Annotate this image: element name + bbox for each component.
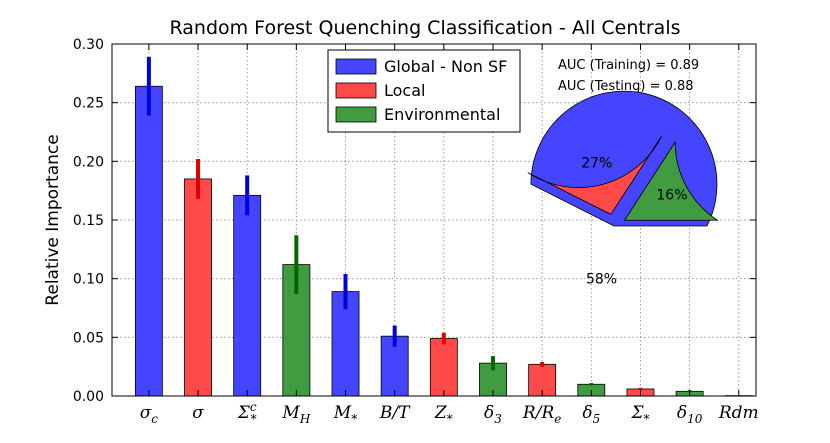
x-tick-label: B/T <box>379 403 411 423</box>
x-tick-label: M* <box>333 403 357 426</box>
x-tick-label: δ10 <box>677 403 703 426</box>
legend-entry: Environmental <box>384 105 500 124</box>
pie-slice-label: 16% <box>656 188 687 204</box>
pie-slice <box>527 136 662 215</box>
pie-chart: 58% 27% 16% <box>527 90 719 287</box>
legend-swatch <box>335 82 377 99</box>
y-tick-label: 0.10 <box>73 272 104 288</box>
pie-slice-label: 58% <box>586 271 617 287</box>
x-tick-label: R/Re <box>522 403 561 426</box>
chart-title: Random Forest Quenching Classification -… <box>169 17 680 39</box>
x-axis-ticks: σc σ Σc * MH M* B/T Z* δ3 R/Re δ5 Σ* δ10 Rdm <box>140 44 759 426</box>
x-tick-label: MH <box>281 403 310 426</box>
y-tick-label: 0.05 <box>73 330 104 346</box>
y-tick-label: 0.30 <box>73 37 104 53</box>
legend-swatch <box>335 106 377 123</box>
x-tick-label: σc <box>140 403 159 426</box>
bar <box>134 85 163 397</box>
bar <box>184 178 212 397</box>
legend-entry: Global - Non SF <box>384 57 507 76</box>
legend-swatch <box>335 58 377 75</box>
y-tick-label: 0.25 <box>73 96 104 112</box>
auc-testing-annotation: AUC (Testing) = 0.88 <box>558 79 694 94</box>
legend: Global - Non SF Local Environmental <box>327 49 521 133</box>
pie-slice <box>623 140 719 221</box>
x-tick-label: σ <box>192 403 204 423</box>
y-axis-label: Relative Importance <box>43 134 63 305</box>
legend-entry: Local <box>384 81 425 100</box>
auc-training-annotation: AUC (Training) = 0.89 <box>558 58 699 73</box>
bar <box>233 194 262 397</box>
y-axis-ticks: 0.00 0.05 0.10 0.15 0.20 0.25 0.30 <box>73 37 756 405</box>
x-tick-label: δ3 <box>484 403 502 426</box>
pie-slice-label: 27% <box>581 155 612 171</box>
x-tick-label: Σ* <box>630 403 649 426</box>
x-tick-label: Rdm <box>718 403 759 423</box>
y-tick-label: 0.20 <box>73 154 104 170</box>
x-tick-label: Z* <box>434 403 453 426</box>
x-tick-label: δ5 <box>582 403 600 426</box>
x-tick-label: Σc * <box>237 400 257 426</box>
y-tick-label: 0.00 <box>73 389 104 405</box>
bars <box>134 56 753 397</box>
y-tick-label: 0.15 <box>73 213 104 229</box>
bar <box>429 338 458 397</box>
